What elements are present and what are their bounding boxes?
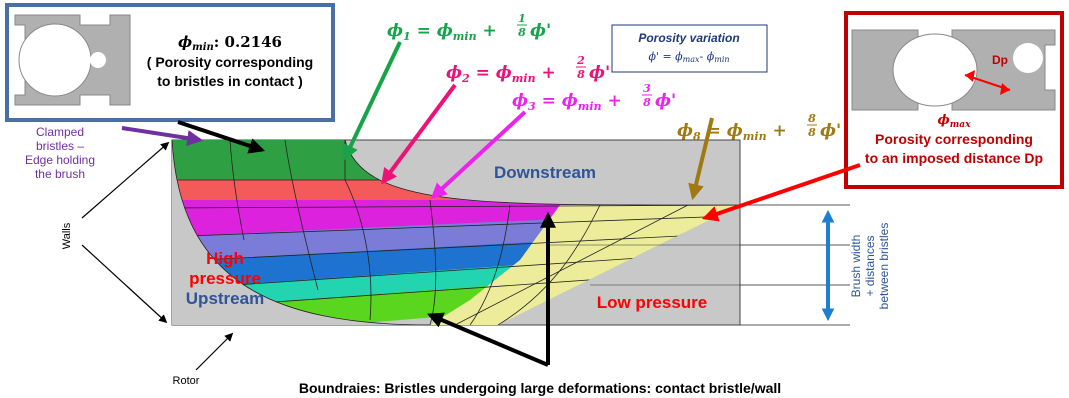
label-clamped-bristles: Clamped bristles – Edge holding the brus… xyxy=(25,125,95,181)
svg-text:Clamped: Clamped xyxy=(36,125,84,139)
label-high-pressure-1: High xyxy=(206,249,244,268)
brush-band-phi8-top xyxy=(430,205,688,325)
svg-text:ϕ': ϕ' xyxy=(655,91,676,111)
inset-max-porosity: Dp ϕmax Porosity corresponding to an imp… xyxy=(844,11,1064,189)
inset-max-text-1: Porosity corresponding xyxy=(875,131,1033,147)
inset-min-text-1: ( Porosity corresponding xyxy=(147,54,313,70)
rotor-gap-region xyxy=(172,140,430,325)
svg-text:8: 8 xyxy=(808,126,816,139)
formula-phi8: ϕ8 = ϕmin + 8 8 ϕ' xyxy=(677,112,841,143)
svg-text:ϕ': ϕ' xyxy=(820,121,841,141)
formula-phi1: ϕ1 = ϕmin + 1 8 ϕ' xyxy=(387,12,551,43)
svg-text:ϕ2 = ϕmin +: ϕ2 = ϕmin + xyxy=(446,63,556,85)
label-rotor: Rotor xyxy=(173,375,200,387)
inset-max-phi: ϕmax xyxy=(938,113,972,130)
inset-max-dp: Dp xyxy=(992,53,1008,67)
bristle-contact-illustration xyxy=(14,14,131,106)
svg-text:ϕ8 = ϕmin +: ϕ8 = ϕmin + xyxy=(677,121,787,143)
svg-text:+ distances: + distances xyxy=(863,235,877,296)
svg-text:Edge holding: Edge holding xyxy=(25,153,95,167)
svg-text:the brush: the brush xyxy=(35,167,85,181)
svg-text:1: 1 xyxy=(518,12,526,25)
svg-text:Brush width: Brush width xyxy=(849,235,863,298)
brush-band-phi8 xyxy=(455,205,740,325)
inset-min-porosity: ϕmin: 0.2146 ( Porosity corresponding to… xyxy=(5,3,335,122)
svg-text:8: 8 xyxy=(808,112,816,125)
formula-phi3: ϕ3 = ϕmin + 3 8 ϕ' xyxy=(512,82,676,113)
svg-text:ϕ': ϕ' xyxy=(589,63,610,83)
svg-text:ϕ1 = ϕmin +: ϕ1 = ϕmin + xyxy=(387,21,497,43)
inset-max-text-2: to an imposed distance Dp xyxy=(865,150,1043,166)
bristle-gap-illustration xyxy=(851,29,1056,111)
svg-text:bristles –: bristles – xyxy=(36,139,84,153)
svg-text:8: 8 xyxy=(577,68,585,81)
porosity-variation-formula: ϕ' = ϕmax- ϕmin xyxy=(648,50,729,64)
svg-text:ϕ': ϕ' xyxy=(530,21,551,41)
svg-text:ϕ3 = ϕmin +: ϕ3 = ϕmin + xyxy=(512,91,622,113)
svg-text:3: 3 xyxy=(643,82,651,95)
label-high-pressure-2: pressure xyxy=(189,269,261,288)
annotation-arrows xyxy=(81,41,861,371)
label-brush-width: Brush width + distances between bristles xyxy=(849,223,891,310)
svg-text:2: 2 xyxy=(576,54,585,67)
porosity-variation-title: Porosity variation xyxy=(638,31,739,45)
label-upstream: Upstream xyxy=(186,289,264,308)
svg-text:8: 8 xyxy=(643,96,651,109)
porosity-variation-box: Porosity variation ϕ' = ϕmax- ϕmin xyxy=(611,24,768,73)
inset-min-phi: ϕmin: 0.2146 xyxy=(178,33,282,53)
svg-text:between bristles: between bristles xyxy=(877,223,891,310)
label-low-pressure: Low pressure xyxy=(597,293,708,312)
svg-text:8: 8 xyxy=(518,26,526,39)
label-boundaries: Boundraies: Bristles undergoing large de… xyxy=(299,380,781,396)
inset-min-text-2: to bristles in contact ) xyxy=(157,73,302,89)
label-walls: Walls xyxy=(61,222,73,249)
brush-outline xyxy=(344,139,740,206)
label-downstream: Downstream xyxy=(494,163,596,182)
formula-phi2: ϕ2 = ϕmin + 2 8 ϕ' xyxy=(446,54,610,85)
